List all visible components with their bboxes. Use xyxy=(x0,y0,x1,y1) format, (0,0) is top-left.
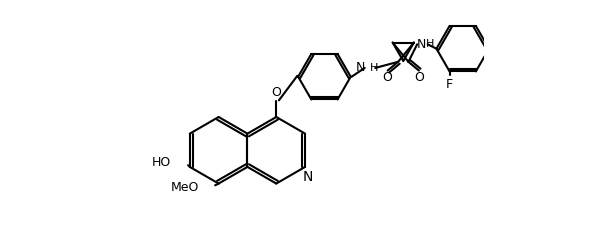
Text: H: H xyxy=(370,63,379,73)
Text: O: O xyxy=(383,71,392,84)
Text: MeO: MeO xyxy=(171,182,199,194)
Text: O: O xyxy=(271,86,281,99)
Text: N: N xyxy=(355,62,365,74)
Text: HO: HO xyxy=(151,156,170,169)
Text: F: F xyxy=(446,78,453,92)
Text: H: H xyxy=(426,39,434,49)
Text: O: O xyxy=(414,71,424,84)
Text: N: N xyxy=(417,38,427,51)
Text: N: N xyxy=(302,170,313,185)
